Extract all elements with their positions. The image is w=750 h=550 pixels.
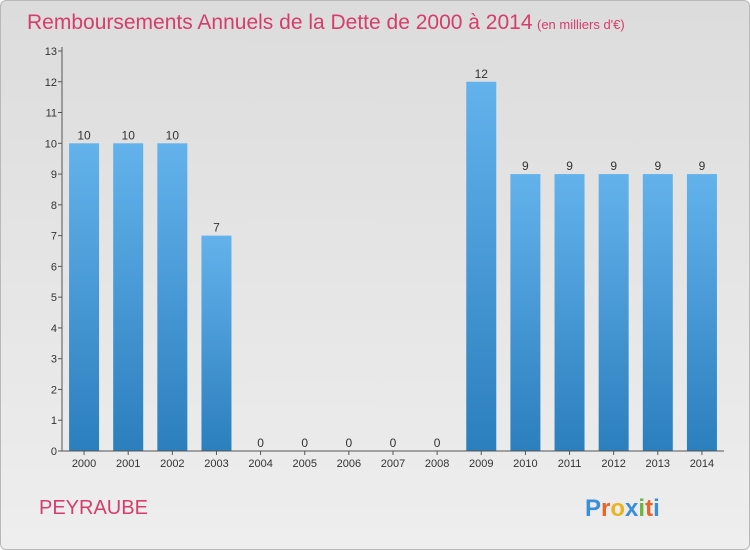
logo-letter: i — [653, 495, 660, 522]
bar-2014 — [686, 174, 717, 452]
x-tick-label: 2000 — [72, 458, 96, 470]
bar-2013 — [642, 174, 673, 452]
x-tick-label: 2001 — [116, 458, 140, 470]
x-tick-label: 2003 — [204, 458, 228, 470]
bar-value-label: 9 — [699, 159, 706, 173]
y-tick-label: 13 — [45, 46, 57, 58]
bar-value-label: 9 — [610, 159, 617, 173]
y-tick-label: 6 — [51, 261, 57, 273]
y-tick-label: 5 — [51, 292, 57, 304]
y-tick-label: 11 — [46, 108, 57, 120]
logo-letter: r — [601, 495, 610, 522]
logo-letter: i — [638, 495, 645, 522]
bar-2003 — [201, 235, 232, 451]
y-tick-label: 8 — [51, 200, 57, 212]
y-tick-label: 0 — [51, 446, 57, 458]
x-tick-label: 2005 — [292, 458, 316, 470]
bar-value-label: 12 — [475, 67, 489, 81]
y-tick-label: 1 — [51, 415, 57, 427]
x-tick-label: 2006 — [337, 458, 361, 470]
place-name: PEYRAUBE — [39, 497, 148, 519]
x-tick-label: 2007 — [381, 458, 405, 470]
x-tick-label: 2013 — [646, 458, 670, 470]
y-tick-label: 4 — [51, 323, 57, 335]
logo-letter: t — [645, 495, 653, 522]
y-tick-label: 12 — [45, 77, 57, 89]
bar-2011 — [554, 174, 585, 452]
logo-letter: o — [610, 495, 625, 522]
logo-letter: P — [585, 495, 601, 522]
bar-value-label: 10 — [122, 128, 136, 142]
bar-2010 — [510, 174, 541, 452]
bar-value-label: 7 — [213, 221, 220, 235]
y-tick-label: 9 — [51, 169, 57, 181]
proxiti-logo: Proxiti — [585, 495, 660, 522]
bar-value-label: 9 — [522, 159, 529, 173]
bar-value-label: 0 — [257, 436, 264, 450]
bar-value-label: 9 — [566, 159, 573, 173]
x-tick-label: 2011 — [558, 458, 582, 470]
bar-2000 — [69, 143, 100, 452]
y-tick-label: 10 — [45, 138, 57, 150]
x-tick-label: 2008 — [425, 458, 449, 470]
bar-value-label: 0 — [346, 436, 353, 450]
x-tick-label: 2009 — [469, 458, 493, 470]
x-tick-label: 2004 — [248, 458, 272, 470]
bar-value-label: 0 — [434, 436, 441, 450]
bar-value-label: 9 — [654, 159, 661, 173]
y-tick-label: 2 — [51, 384, 57, 396]
chart-title: Remboursements Annuels de la Dette de 20… — [27, 11, 533, 34]
bar-2012 — [598, 174, 629, 452]
y-tick-label: 3 — [51, 354, 57, 366]
bar-2009 — [466, 81, 497, 452]
x-axis: 2000 2001 2002 2003 2004 2005 2006 2007 2008 2009… — [62, 450, 724, 470]
x-tick-label: 2012 — [601, 458, 625, 470]
logo-letter: x — [625, 495, 639, 522]
bar-2002 — [157, 143, 188, 452]
x-tick-label: 2014 — [690, 458, 714, 470]
bars: 10 10 10 7 0 0 0 0 0 12 9 9 9 9 9 — [69, 67, 717, 452]
chart-subtitle: (en milliers d'€) — [537, 17, 625, 32]
x-tick-label: 2002 — [160, 458, 184, 470]
bar-value-label: 10 — [77, 128, 91, 142]
bar-value-label: 0 — [390, 436, 397, 450]
bar-value-label: 10 — [166, 128, 180, 142]
bar-2001 — [113, 143, 144, 452]
y-tick-label: 7 — [51, 231, 57, 243]
x-tick-label: 2010 — [513, 458, 537, 470]
bar-value-label: 0 — [301, 436, 308, 450]
